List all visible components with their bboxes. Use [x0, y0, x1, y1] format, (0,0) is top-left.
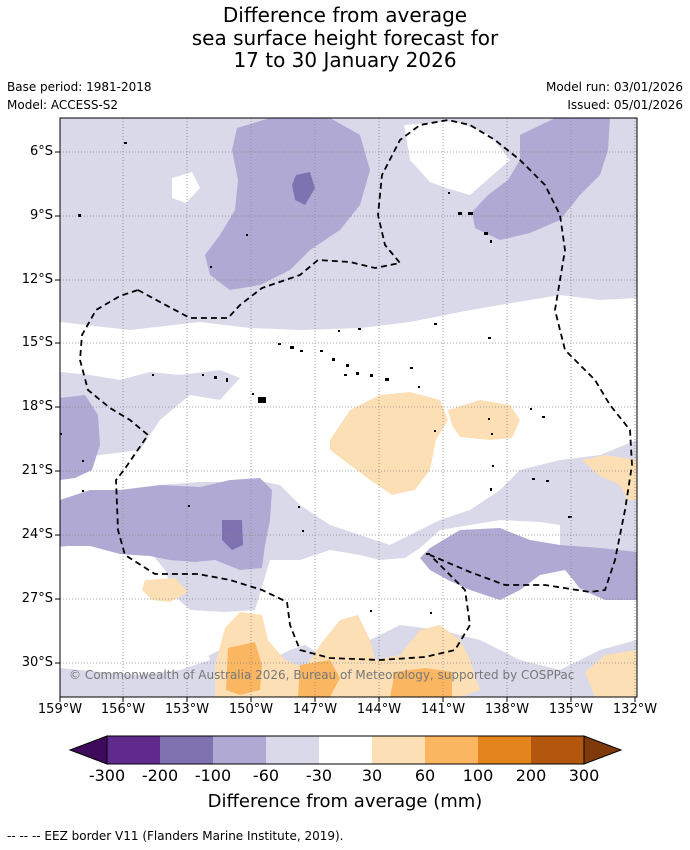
colorbar-bin-5: [319, 736, 372, 764]
colorbar-frame: [106, 735, 585, 765]
lat-label-6s: 6°S: [29, 144, 53, 159]
lon-label-159w: 159°W: [37, 702, 83, 717]
colorbar-title: Difference from average (mm): [207, 791, 483, 812]
lat-label-12s: 12°S: [21, 272, 53, 287]
colorbar-tick-label: 60: [414, 766, 436, 785]
lon-label-150w: 150°W: [228, 702, 274, 717]
colorbar-bin-2: [160, 736, 213, 764]
negative-region-north: [205, 118, 370, 290]
lon-label-135w: 135°W: [548, 702, 594, 717]
lat-label-27s: 27°S: [21, 591, 53, 606]
colorbar-tick-label: -200: [141, 766, 179, 785]
negative-region-southeast: [420, 528, 637, 600]
colorbar-bin-3: [213, 736, 266, 764]
colorbar-bin-6: [372, 736, 425, 764]
strong-negative-region-south: [222, 520, 243, 550]
colorbar-tick-label: -100: [194, 766, 232, 785]
lat-label-24s: 24°S: [21, 527, 53, 542]
medium-positive-region-1: [226, 642, 262, 695]
lat-label-21s: 21°S: [21, 463, 53, 478]
colorbar-bin-1: [107, 736, 160, 764]
negative-region-west: [60, 395, 100, 480]
axis-ticks: [55, 151, 636, 702]
colorbar-extend-low: [68, 735, 108, 765]
eez-border: [79, 119, 633, 661]
positive-region-central-east: [448, 400, 520, 440]
colorbar-bin-8: [478, 736, 531, 764]
colorbar-tick-label: -30: [305, 766, 333, 785]
title-line-3: 17 to 30 January 2026: [233, 48, 457, 72]
model-name: Model: ACCESS-S2: [7, 98, 119, 112]
lat-label-9s: 9°S: [29, 208, 53, 223]
colorbar-tick-label: 30: [361, 766, 383, 785]
colorbar-tick-label: 300: [568, 766, 600, 785]
lat-label-18s: 18°S: [21, 399, 53, 414]
lon-label-147w: 147°W: [292, 702, 338, 717]
colorbar-tick-label: -300: [88, 766, 126, 785]
colorbar: [68, 735, 623, 765]
issued-date: Issued: 05/01/2026: [567, 98, 683, 112]
lon-label-153w: 153°W: [164, 702, 210, 717]
lon-label-138w: 138°W: [484, 702, 530, 717]
anomaly-field: [60, 118, 637, 697]
lon-label-144w: 144°W: [356, 702, 402, 717]
lat-label-30s: 30°S: [21, 655, 53, 670]
base-period: Base period: 1981-2018: [7, 80, 152, 94]
positive-region-small-south: [142, 578, 188, 602]
colorbar-bin-4: [266, 736, 319, 764]
positive-region-far-south-east: [585, 650, 637, 697]
run-info: Model run: 03/01/2026 Issued: 05/01/2026: [546, 78, 683, 114]
map-title: Difference from average sea surface heig…: [0, 4, 690, 72]
model-run-date: Model run: 03/01/2026: [545, 80, 683, 94]
model-info: Base period: 1981-2018 Model: ACCESS-S2: [7, 78, 152, 114]
islands: [60, 142, 572, 614]
colorbar-tick-label: 100: [462, 766, 494, 785]
title-line-2: sea surface height forecast for: [191, 25, 499, 50]
neutral-region-small-north: [172, 172, 200, 203]
colorbar-bin-9: [531, 736, 584, 764]
colorbar-tick-label: -60: [252, 766, 280, 785]
lat-label-15s: 15°S: [21, 335, 53, 350]
eez-footnote: -- -- -- EEZ border V11 (Flanders Marine…: [7, 829, 344, 843]
title-line-1: Difference from average: [222, 3, 468, 27]
colorbar-tick-label: 200: [515, 766, 547, 785]
lon-label-156w: 156°W: [100, 702, 146, 717]
lon-label-141w: 141°W: [420, 702, 466, 717]
strong-negative-region-north: [292, 172, 315, 205]
colorbar-extend-high: [583, 735, 623, 765]
lon-label-132w: 132°W: [612, 702, 658, 717]
copyright-notice: © Commonwealth of Australia 2026, Bureau…: [69, 668, 575, 682]
positive-region-east: [582, 455, 637, 500]
negative-region-northeast: [472, 118, 610, 240]
neutral-region-north: [404, 121, 510, 195]
medium-positive-region-2: [298, 660, 340, 697]
medium-positive-region-3: [390, 668, 452, 697]
colorbar-bin-7: [425, 736, 478, 764]
neutral-region-southwest: [60, 600, 210, 675]
positive-region-central: [330, 392, 448, 495]
negative-region-southwest: [60, 478, 272, 570]
